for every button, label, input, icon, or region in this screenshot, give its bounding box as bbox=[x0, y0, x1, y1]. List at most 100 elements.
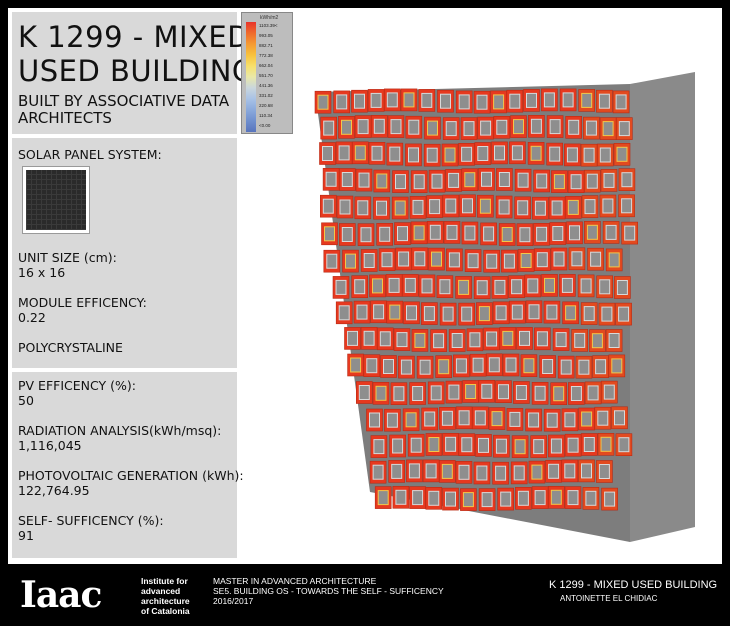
facade-panel-window bbox=[392, 438, 404, 454]
facade-panel-window bbox=[621, 198, 633, 214]
building-radiation-model bbox=[314, 72, 695, 542]
facade-panel-window bbox=[583, 437, 595, 452]
facade-panel-window bbox=[413, 174, 425, 190]
facade-panel-window bbox=[465, 384, 477, 399]
facade-panel-window bbox=[528, 304, 540, 320]
facade-panel-window bbox=[472, 357, 484, 373]
facade-panel-window bbox=[366, 358, 378, 374]
facade-panel-window bbox=[585, 490, 597, 506]
facade-panel-window bbox=[574, 332, 586, 348]
radiation-value: 1,116,045 bbox=[18, 438, 82, 453]
footer: Iaac Institute for advanced architecture of… bbox=[0, 566, 730, 626]
legend-value: 220.68 bbox=[259, 103, 273, 108]
facade-panel-window bbox=[421, 278, 433, 294]
facade-panel-window bbox=[373, 118, 385, 134]
facade-panel-window bbox=[462, 198, 473, 214]
facade-panel-window bbox=[410, 437, 422, 453]
facade-panel-window bbox=[397, 226, 408, 242]
facade-panel-window bbox=[476, 280, 488, 296]
facade-panel-window bbox=[426, 147, 438, 163]
legend-value: 662.04 bbox=[259, 63, 273, 68]
facade-panel-window bbox=[527, 278, 539, 294]
panel-type: POLYCRYSTALINE bbox=[18, 340, 123, 355]
facade-panel-window bbox=[616, 280, 628, 295]
legend-unit: kWh/m2 bbox=[260, 15, 279, 21]
facade-panel-window bbox=[354, 145, 366, 161]
facade-panel-window bbox=[446, 224, 458, 240]
facade-panel-window bbox=[391, 463, 403, 479]
facade-panel-window bbox=[520, 253, 532, 268]
facade-panel-window bbox=[358, 385, 370, 400]
facade-panel-window bbox=[324, 226, 335, 242]
facade-panel-window bbox=[429, 224, 441, 240]
facade-panel-window bbox=[486, 331, 498, 347]
facade-panel-window bbox=[455, 358, 467, 374]
facade-panel-window bbox=[341, 119, 352, 135]
facade-panel-window bbox=[428, 490, 440, 506]
facade-panel-window bbox=[323, 120, 335, 136]
legend-value: <0.00 bbox=[259, 123, 271, 128]
facade-panel-window bbox=[379, 331, 391, 347]
institute-line: advanced bbox=[141, 586, 181, 596]
facade-panel-window bbox=[429, 199, 441, 215]
solar-panel-grid bbox=[26, 170, 86, 230]
facade-panel-window bbox=[395, 174, 406, 190]
facade-panel-window bbox=[536, 252, 548, 268]
facade-panel-window bbox=[511, 145, 523, 161]
facade-panel-window bbox=[517, 172, 529, 188]
facade-panel-window bbox=[581, 92, 593, 108]
solar-heading: SOLAR PANEL SYSTEM: bbox=[18, 147, 162, 162]
facade-panel-window bbox=[486, 253, 498, 269]
facade-panel-window bbox=[494, 145, 505, 161]
facade-panel-window bbox=[602, 121, 614, 137]
facade-panel-window bbox=[553, 386, 565, 402]
facade-panel-window bbox=[509, 93, 521, 109]
facade-panel-window bbox=[414, 332, 426, 348]
facade-panel-window bbox=[425, 463, 437, 479]
facade-panel-window bbox=[533, 439, 545, 455]
title-line-2: USED BUILDING bbox=[18, 54, 255, 88]
facade-panel-window bbox=[444, 147, 456, 163]
facade-panel-window bbox=[583, 147, 595, 163]
facade-panel-window bbox=[491, 411, 503, 427]
facade-panel-window bbox=[505, 357, 517, 373]
facade-panel-window bbox=[386, 92, 398, 108]
facade-panel-window bbox=[496, 119, 508, 135]
facade-panel-window bbox=[360, 227, 372, 243]
building-side-face bbox=[630, 72, 695, 542]
facade-panel-window bbox=[431, 173, 443, 189]
facade-panel-window bbox=[495, 438, 507, 454]
facade-panel-window bbox=[326, 253, 338, 269]
facade-panel-window bbox=[441, 410, 453, 426]
project-name: K 1299 - MIXED USED BUILDING bbox=[549, 579, 718, 591]
facade-panel-window bbox=[590, 251, 602, 267]
facade-panel-window bbox=[530, 118, 542, 134]
title-panel bbox=[12, 12, 237, 134]
facade-panel-window bbox=[372, 464, 384, 480]
facade-panel-window bbox=[414, 251, 426, 267]
facade-panel-window bbox=[448, 384, 460, 400]
facade-panel-window bbox=[379, 226, 391, 242]
facade-panel-window bbox=[373, 304, 385, 320]
facade-panel-window bbox=[338, 305, 350, 321]
facade-panel-window bbox=[498, 384, 509, 400]
facade-panel-window bbox=[519, 330, 530, 346]
facade-panel-window bbox=[428, 437, 440, 452]
facade-panel-window bbox=[534, 385, 546, 401]
facade-panel-window bbox=[356, 304, 368, 320]
facade-panel-window bbox=[581, 411, 593, 427]
facade-panel-window bbox=[480, 120, 492, 136]
facade-panel-window bbox=[441, 463, 453, 479]
facade-panel-window bbox=[564, 463, 576, 479]
facade-panel-window bbox=[464, 225, 476, 241]
facade-panel-window bbox=[377, 490, 389, 506]
facade-panel-window bbox=[325, 171, 337, 187]
facade-panel-window bbox=[599, 147, 611, 163]
legend-value: 551.70 bbox=[259, 73, 273, 78]
facade-panel-window bbox=[478, 306, 490, 322]
facade-panel-window bbox=[373, 439, 385, 455]
facade-panel-window bbox=[442, 306, 454, 322]
facade-panel-window bbox=[494, 279, 506, 295]
facade-panel-window bbox=[451, 333, 463, 348]
facade-panel-window bbox=[546, 304, 558, 320]
